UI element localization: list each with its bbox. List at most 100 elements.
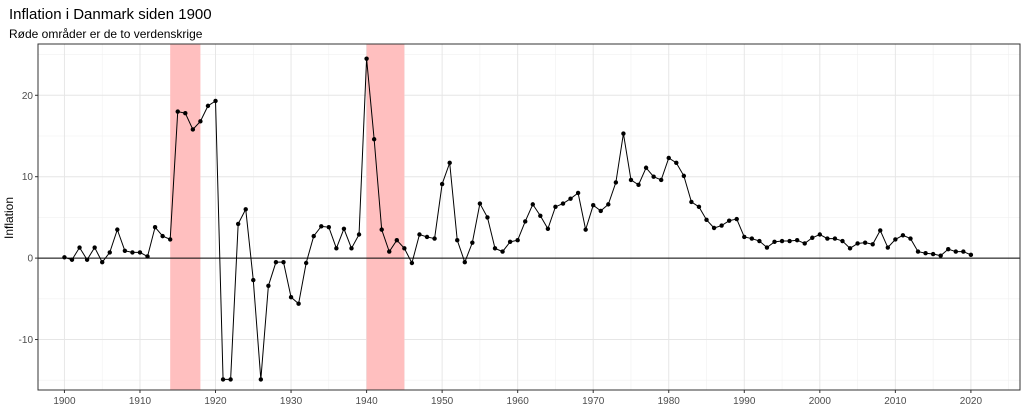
data-point [84,257,90,262]
data-point [621,131,626,136]
data-point [893,237,898,242]
data-point [613,180,619,185]
data-point [900,233,906,238]
data-point [432,236,437,241]
data-point [938,253,943,258]
data-point [802,241,807,246]
data-point [560,201,566,206]
data-point [923,251,928,256]
data-point [394,238,400,243]
data-point [530,202,535,207]
y-axis-title: Inflation [2,197,16,239]
data-point [69,257,75,262]
data-point [825,236,830,241]
x-tick-label: 2010 [884,396,907,407]
data-point [251,277,256,283]
data-point [749,236,755,241]
data-point [591,202,596,208]
x-tick-label: 1970 [582,396,605,407]
data-point [417,232,422,237]
data-point [878,228,883,233]
data-point [658,177,664,183]
data-point [424,234,430,240]
data-point [817,232,823,237]
x-tick-label: 1920 [204,396,227,407]
data-point [455,238,460,243]
x-tick-label: 1980 [658,396,681,407]
data-point [190,127,196,132]
data-point [303,260,309,266]
data-point [832,236,838,241]
data-point [711,225,717,231]
data-point [628,177,634,183]
data-point [115,227,120,232]
data-point [704,217,709,223]
x-tick-label: 1990 [733,396,756,407]
data-point [855,241,860,246]
data-point [470,240,475,245]
data-point [915,249,921,254]
data-point [364,56,369,61]
x-tick-label: 2000 [809,396,832,407]
x-tick-label: 2020 [960,396,983,407]
data-point [553,204,558,210]
chart-title: Inflation i Danmark siden 1900 [9,6,212,23]
data-point [575,190,581,196]
data-point [228,377,233,382]
data-point [674,160,679,166]
x-tick-label: 1950 [431,396,454,407]
data-point [334,246,339,251]
data-point [764,245,770,250]
data-point [341,226,347,232]
data-point [281,259,286,265]
data-point [152,224,158,230]
data-point [130,250,135,255]
data-point [485,215,490,220]
shaded-periods [170,44,405,390]
data-point [885,245,891,250]
y-tick-label: 10 [22,172,34,183]
axis-layer: 1900 1910 1920 1930 1940 1950 1960 1970 1980 1990… [19,91,983,407]
data-point [651,174,656,179]
data-point [908,236,913,241]
data-point [205,103,211,109]
y-tick-label: 20 [22,91,34,102]
data-point [266,283,271,288]
data-point [583,227,588,232]
x-tick-label: 1900 [53,396,76,407]
data-point [107,250,112,255]
data-point [681,173,687,179]
data-point [356,232,362,237]
data-point [349,246,354,251]
data-point [447,160,452,166]
data-point [296,301,301,306]
data-point [568,196,573,201]
data-point [477,201,483,206]
data-point [757,238,762,244]
data-point [636,182,641,188]
data-point [847,246,853,251]
data-point [779,238,785,244]
war-period-band [366,44,405,390]
chart-subtitle: Røde områder er de to verdenskrige [9,27,203,41]
data-point [100,259,105,265]
data-point [319,224,324,229]
data-point [258,377,264,382]
data-point [462,259,467,265]
data-point [840,238,845,244]
data-point [198,119,203,124]
data-point [598,208,603,214]
data-point [810,235,815,240]
x-tick-label: 1910 [129,396,152,407]
data-point [507,239,513,245]
data-point [961,249,966,254]
data-point [772,239,777,245]
data-point [379,227,384,232]
data-point [77,245,82,250]
data-point [220,377,226,382]
data-point [273,259,279,265]
data-point [371,137,377,142]
data-point [666,155,671,161]
data-point [492,246,498,251]
